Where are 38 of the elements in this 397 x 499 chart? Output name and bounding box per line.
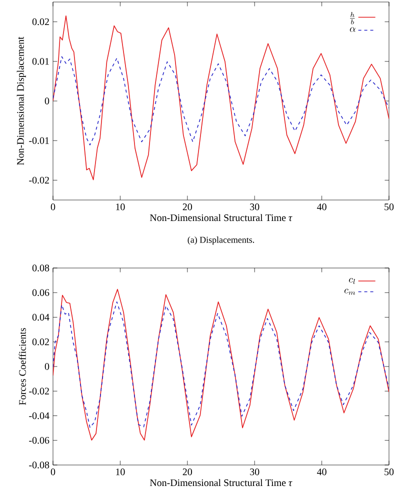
y-axis-title: Non-Dimensional Displacement: [16, 36, 26, 166]
y-tick-label: -0.01: [28, 137, 49, 144]
y-tick-label: 0.04: [32, 314, 50, 321]
x-tick-label: 30: [250, 468, 260, 476]
legend-label: $c_l$: [348, 278, 355, 284]
x-tick-label: 30: [250, 204, 260, 210]
y-tick-label: -0.08: [28, 462, 49, 468]
y-tick-label: -0.06: [28, 436, 50, 444]
line-series: [52, 288, 389, 441]
y-tick-label: -0.02: [28, 388, 49, 395]
x-tick-label: 50: [384, 468, 394, 476]
y-tick-label: 0.06: [32, 289, 50, 296]
y-tick-label: 0.08: [32, 264, 49, 272]
y-tick-label: 0.01: [32, 58, 49, 65]
x-tick-label: 10: [116, 468, 125, 476]
y-tick-label: -0.04: [28, 412, 50, 420]
x-tick-label: 20: [182, 468, 192, 476]
x-axis-title: Non-Dimensional Structural Time τ: [150, 479, 292, 486]
y-tick-label: -0.02: [28, 176, 49, 184]
y-axis-title: Forces Coefficients: [18, 328, 26, 405]
line-series: [52, 301, 389, 428]
y-tick-label: 0: [44, 98, 49, 104]
x-tick-label: 0: [50, 204, 55, 210]
line-series: [52, 56, 389, 146]
y-tick-label: 0.02: [32, 18, 49, 26]
legend-label: $\frac{h}{b}$: [350, 12, 355, 24]
legend-label: $\alpha$: [350, 27, 356, 32]
x-tick-label: 50: [384, 204, 394, 210]
legend-label: $c_m$: [344, 288, 355, 295]
x-tick-label: 0: [50, 468, 55, 476]
x-tick-label: 10: [116, 204, 125, 210]
y-tick-label: 0: [44, 363, 49, 370]
x-tick-label: 20: [182, 204, 192, 210]
text: (a) Displacements.: [188, 236, 254, 245]
x-axis-title: Non-Dimensional Structural Time τ: [150, 214, 292, 222]
y-tick-label: 0.02: [32, 338, 49, 346]
x-tick-label: 40: [316, 204, 326, 210]
x-tick-label: 40: [316, 468, 326, 476]
